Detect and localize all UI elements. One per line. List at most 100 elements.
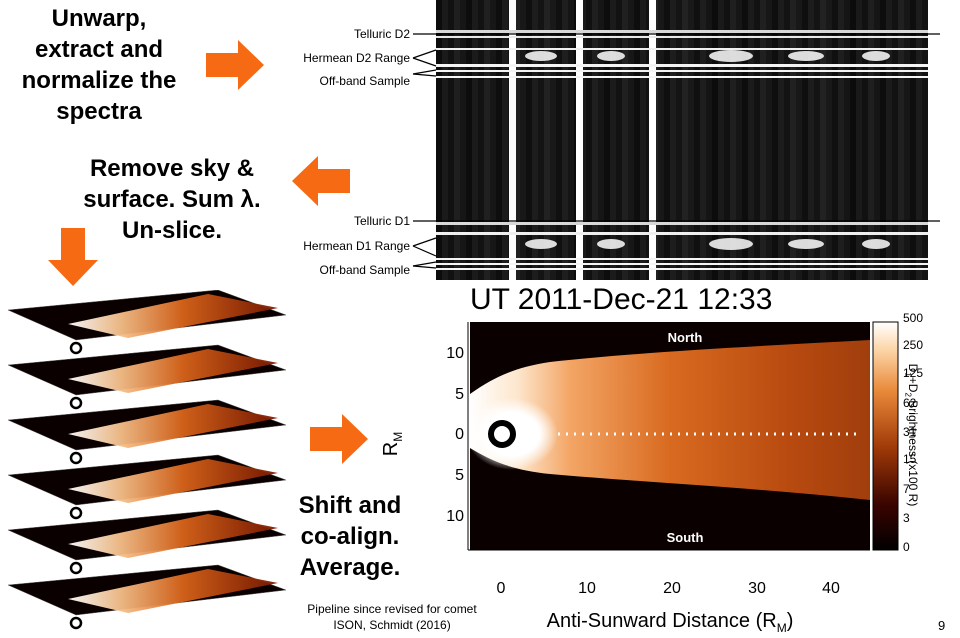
y-label-sub: M <box>391 431 405 442</box>
spectra-column <box>688 0 694 280</box>
brightness-map <box>466 321 899 551</box>
arrow-right-icon <box>310 414 368 464</box>
spectra-column <box>562 0 568 280</box>
colorbar-label: D1+D2 Brightness (x100 R) <box>900 325 920 545</box>
colorbar-tick: 31 <box>903 425 917 439</box>
spectra-column <box>526 0 532 280</box>
spectra-column <box>586 0 592 280</box>
spectra-column <box>478 0 484 280</box>
spectra-column <box>634 0 640 280</box>
spectra-column <box>706 0 712 280</box>
spectra-column <box>760 0 766 280</box>
mercury-marker <box>69 561 83 575</box>
y-tick: 10 <box>446 345 464 362</box>
x-tick: 30 <box>748 580 766 597</box>
mercury-marker <box>69 341 83 355</box>
spectra-column <box>466 0 472 280</box>
spectra-column <box>640 0 646 280</box>
spectra-column <box>664 0 670 280</box>
slice-layer <box>8 290 287 355</box>
step-unwarp-text: Unwarp, extract and normalize the spectr… <box>4 3 194 127</box>
spectra-column <box>850 0 856 280</box>
spectra-column <box>520 0 526 280</box>
colorbar-tick: 125 <box>903 366 924 380</box>
spectra-column <box>844 0 850 280</box>
spectra-image <box>436 0 928 280</box>
spectra-column <box>718 0 724 280</box>
spectra-column <box>772 0 778 280</box>
spectra-column <box>658 0 664 280</box>
x-tick: 0 <box>496 580 506 597</box>
spectra-column <box>820 0 826 280</box>
spectra-column <box>796 0 802 280</box>
spectra-column <box>604 0 610 280</box>
spectra-column <box>700 0 706 280</box>
label-south: South <box>666 530 704 545</box>
spectra-column <box>898 0 904 280</box>
step-line: co-align. <box>300 523 400 550</box>
spectra-column <box>826 0 832 280</box>
y-axis-label: RM <box>380 424 420 464</box>
step-line: surface. Sum λ. <box>83 186 261 213</box>
arrow-right-icon <box>206 40 264 90</box>
spectra-column <box>838 0 844 280</box>
spectra-column <box>802 0 808 280</box>
spectra-column <box>514 0 520 280</box>
spectra-column <box>784 0 790 280</box>
colorbar-tick: 62 <box>903 396 917 410</box>
label-hermean-d2: Hermean D2 Range <box>303 51 410 65</box>
slice-stack <box>8 290 287 630</box>
slice-layer <box>8 399 287 465</box>
spectra-column <box>694 0 700 280</box>
spectra-column <box>886 0 892 280</box>
spectra-column <box>880 0 886 280</box>
x-tick: 40 <box>822 580 840 597</box>
spectra-column <box>904 0 910 280</box>
spectra-column <box>544 0 550 280</box>
step-line: Average. <box>299 554 401 581</box>
spectra-column <box>448 0 454 280</box>
colorbar-tick: 0 <box>903 540 910 554</box>
spectra-column <box>742 0 748 280</box>
spectra-column <box>628 0 634 280</box>
spectra-column <box>616 0 622 280</box>
credit-line: ISON, Schmidt (2016) <box>333 618 451 632</box>
colorbar-tick: 250 <box>903 338 924 352</box>
label-offband-2: Off-band Sample <box>319 263 411 277</box>
spectra-column <box>442 0 448 280</box>
spectra-column <box>754 0 760 280</box>
mercury-marker <box>69 506 83 520</box>
cb-d2: +D <box>906 376 920 393</box>
spectra-column <box>874 0 880 280</box>
spectra-column <box>670 0 676 280</box>
x-label-end: ) <box>786 610 794 632</box>
slice-layer <box>8 564 287 630</box>
arrow-down-icon <box>48 228 98 286</box>
spectra-column <box>484 0 490 280</box>
spectra-column <box>538 0 544 280</box>
mercury-marker <box>69 396 83 410</box>
spectra-column <box>568 0 574 280</box>
slice-layer <box>8 509 287 575</box>
spectra-column <box>712 0 718 280</box>
colorbar-tick: 3 <box>903 511 910 525</box>
label-telluric-d2: Telluric D2 <box>353 27 410 41</box>
x-label-sub: M <box>776 621 787 635</box>
y-tick: 10 <box>446 508 464 525</box>
spectra-column <box>910 0 916 280</box>
spectra-column <box>598 0 604 280</box>
y-label-text: R <box>380 441 402 457</box>
step-line: Un-slice. <box>121 217 223 244</box>
spectra-column <box>730 0 736 280</box>
spectra-column <box>454 0 460 280</box>
spectra-column <box>496 0 502 280</box>
colorbar-tick: 7 <box>903 482 910 496</box>
y-tick: 5 <box>455 386 464 403</box>
spectra-column <box>550 0 556 280</box>
spectra-column <box>436 0 442 280</box>
arrow-left-icon <box>292 156 350 206</box>
slice-layer <box>8 454 287 520</box>
credit-line: Pipeline since revised for comet <box>307 602 477 616</box>
spectra-column <box>532 0 538 280</box>
spectra-column <box>502 0 508 280</box>
